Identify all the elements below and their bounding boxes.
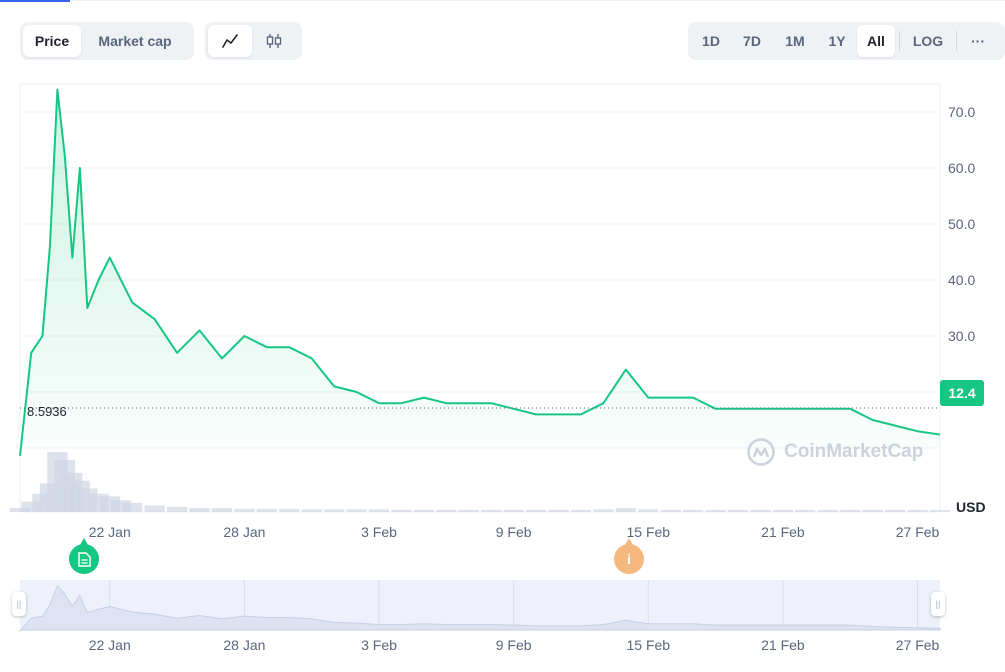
volume-bar xyxy=(526,510,547,512)
volume-bar xyxy=(570,510,592,512)
volume-bar xyxy=(929,510,951,512)
volume-bar xyxy=(346,509,367,512)
x-tick-label: 21 Feb xyxy=(761,524,805,540)
volume-bar xyxy=(211,508,233,512)
x-tick-label: 22 Jan xyxy=(89,524,131,540)
volume-bar xyxy=(110,500,132,512)
volume-bar xyxy=(772,510,794,512)
volume-bar xyxy=(368,509,390,512)
volume-bar xyxy=(166,506,188,512)
chart-type-toggle xyxy=(205,22,302,60)
log-scale-button[interactable]: LOG xyxy=(912,33,944,49)
y-tick-label: 70.0 xyxy=(948,104,975,120)
volume-bar xyxy=(750,510,771,512)
volume-bar xyxy=(840,510,861,512)
x-tick-label: 27 Feb xyxy=(896,524,940,540)
navigator-area xyxy=(19,584,941,633)
range-1m[interactable]: 1M xyxy=(785,33,805,49)
candlestick-button[interactable] xyxy=(252,25,296,57)
y-tick-label: 50.0 xyxy=(948,216,975,232)
volume-bar xyxy=(795,510,816,512)
coinmarketcap-logo-icon xyxy=(747,438,775,466)
navigator-x-tick-label: 15 Feb xyxy=(626,637,670,653)
navigator-x-tick-label: 27 Feb xyxy=(896,637,940,653)
range-1y[interactable]: 1Y xyxy=(828,33,846,49)
volume-bar xyxy=(593,509,614,512)
volume-bar xyxy=(817,510,838,512)
range-separator xyxy=(899,31,900,51)
volume-bar xyxy=(256,508,277,512)
news-marker[interactable] xyxy=(69,538,99,574)
volume-bar xyxy=(458,510,479,512)
volume-bar xyxy=(189,508,210,512)
navigator-x-tick-label: 28 Jan xyxy=(223,637,265,653)
volume-bar xyxy=(683,510,704,512)
volume-bar xyxy=(907,510,928,512)
volume-bar xyxy=(9,508,31,512)
price-line xyxy=(19,88,941,456)
currency-label: USD xyxy=(956,499,986,515)
time-range-toggle: 1D 7D 1M 1Y All LOG ··· xyxy=(688,22,1005,60)
navigator-x-tick-label: 9 Feb xyxy=(496,637,532,653)
watermark-text: CoinMarketCap xyxy=(784,441,924,462)
tab-market-cap[interactable]: Market cap xyxy=(98,33,172,49)
navigator-left-handle[interactable]: || xyxy=(12,592,26,616)
volume-bar xyxy=(391,510,412,512)
range-1d[interactable]: 1D xyxy=(702,33,720,49)
volume-bar xyxy=(705,510,726,512)
volume-bar xyxy=(279,508,300,512)
more-options-button[interactable]: ··· xyxy=(971,33,985,49)
navigator-x-tick-label: 21 Feb xyxy=(761,637,805,653)
document-icon xyxy=(77,551,91,567)
volume-bar xyxy=(885,510,906,512)
volume-bar xyxy=(481,510,502,512)
info-marker[interactable]: i xyxy=(614,538,644,574)
volume-bar xyxy=(638,509,659,512)
y-tick-label: 40.0 xyxy=(948,272,975,288)
volume-bar xyxy=(503,510,524,512)
line-chart-icon xyxy=(222,34,238,48)
volume-bar xyxy=(660,510,681,512)
coinmarketcap-watermark: CoinMarketCap xyxy=(746,437,923,467)
navigator-x-tick-label: 22 Jan xyxy=(89,637,131,653)
current-price-badge: 12.4 xyxy=(940,380,984,406)
metric-toggle: Price Market cap xyxy=(20,22,194,60)
volume-bar xyxy=(324,509,345,512)
x-tick-label: 15 Feb xyxy=(626,524,670,540)
volume-bar xyxy=(301,509,322,512)
volume-bar xyxy=(234,508,255,512)
volume-bar xyxy=(862,510,883,512)
y-tick-label: 60.0 xyxy=(948,160,975,176)
volume-bar xyxy=(548,510,569,512)
price-area-fill xyxy=(20,89,940,456)
volume-bar xyxy=(413,510,434,512)
candlestick-icon xyxy=(266,34,282,48)
navigator-right-handle[interactable]: || xyxy=(931,592,945,616)
tab-price[interactable]: Price xyxy=(23,25,81,57)
volume-bar xyxy=(727,510,749,512)
top-accent-bar xyxy=(0,0,70,2)
y-tick-label: 30.0 xyxy=(948,328,975,344)
range-all[interactable]: All xyxy=(857,25,895,57)
volume-bar xyxy=(122,502,143,512)
range-separator xyxy=(956,31,957,51)
volume-bar xyxy=(615,508,636,512)
x-tick-label: 9 Feb xyxy=(496,524,532,540)
range-7d[interactable]: 7D xyxy=(743,33,761,49)
x-tick-label: 28 Jan xyxy=(223,524,265,540)
top-divider xyxy=(0,0,1005,1)
volume-bar xyxy=(21,501,42,512)
navigator-x-tick-label: 3 Feb xyxy=(361,637,397,653)
min-price-label: 8.5936 xyxy=(27,404,67,419)
volume-bar xyxy=(436,510,457,512)
line-chart-button[interactable] xyxy=(208,25,252,57)
x-tick-label: 3 Feb xyxy=(361,524,397,540)
volume-bar xyxy=(144,505,165,512)
